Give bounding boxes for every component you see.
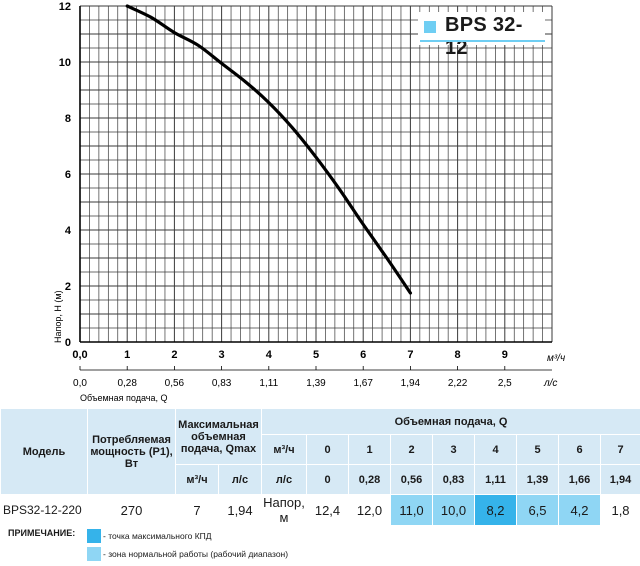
max-efficiency-note: - точка максимального КПД xyxy=(103,531,212,541)
x-axis-label: Объемная подача, Q xyxy=(80,393,167,403)
head-label-cell: Напор, м xyxy=(261,494,307,526)
flow-ls-cell: 0,56 xyxy=(390,464,433,495)
y-axis-label: Напор, Н (м) xyxy=(53,290,63,343)
x-tick-label: 5 xyxy=(313,349,319,361)
y-tick-label: 10 xyxy=(59,57,71,69)
flow-ls-cell: 0,83 xyxy=(432,464,475,495)
normal-zone-note: - зона нормальной работы (рабочий диапаз… xyxy=(103,549,289,559)
x-axis-unit-ls: л/с xyxy=(543,378,557,389)
flow-m3h-cell: 5 xyxy=(516,434,559,465)
model-cell: BPS32-12-220 xyxy=(0,494,88,526)
head-cell-max-efficiency: 8,2 xyxy=(474,494,517,526)
chart-title-box: BPS 32-12 xyxy=(418,12,545,59)
flow-ls-cell: 1,66 xyxy=(558,464,601,495)
x-tick-label: 3 xyxy=(219,349,225,361)
x-ls-tick-label: 0,83 xyxy=(212,378,232,389)
qmax-unit-m3h: м³/ч xyxy=(175,464,219,495)
x-tick-label: 7 xyxy=(407,349,413,361)
max-efficiency-swatch xyxy=(87,529,101,543)
flow-ls-cell: 1,39 xyxy=(516,464,559,495)
y-tick-label: 6 xyxy=(65,169,71,181)
x-ls-tick-label: 0,56 xyxy=(165,378,185,389)
head-cell-normal-zone: 11,0 xyxy=(390,494,433,526)
x-tick-label: 0,0 xyxy=(72,349,87,361)
y-tick-label: 0 xyxy=(65,337,71,349)
head-cell: 12,4 xyxy=(306,494,349,526)
qmax-m3h-cell: 7 xyxy=(175,494,219,526)
spec-table: Модель Потребляемая мощность (P1), Вт Ма… xyxy=(0,408,640,526)
head-cell-normal-zone: 4,2 xyxy=(558,494,601,526)
x-tick-label: 1 xyxy=(124,349,130,361)
x-axis-unit-m3h: м³/ч xyxy=(547,353,565,364)
header-model: Модель xyxy=(0,408,88,495)
flow-ls-cell: 1,94 xyxy=(599,464,640,495)
x-ls-tick-label: 1,11 xyxy=(259,378,278,389)
y-ticks: 0 2 4 6 8 10 12 xyxy=(59,1,72,349)
pump-head-curve xyxy=(125,4,412,295)
y-tick-label: 12 xyxy=(59,1,71,13)
y-tick-label: 8 xyxy=(65,113,71,125)
normal-zone-swatch xyxy=(87,547,101,561)
flow-m3h-cell: 0 xyxy=(306,434,349,465)
x-ticks-ls: 0,0 0,28 0,56 0,83 1,11 1,39 1,67 1,94 2,22 2,5 xyxy=(73,366,512,389)
x-ls-tick-label: 1,67 xyxy=(353,378,373,389)
title-underline xyxy=(420,40,545,42)
flow-m3h-cell: 1 xyxy=(348,434,391,465)
x-tick-label: 2 xyxy=(171,349,177,361)
qmax-unit-ls: л/с xyxy=(218,464,262,495)
head-cell: 1,8 xyxy=(599,494,640,526)
chart-title: BPS 32-12 xyxy=(445,14,523,59)
x-ticks-m3h: 0,0 1 2 3 4 5 6 7 8 9 xyxy=(72,349,508,361)
header-unit-ls: л/с xyxy=(261,464,307,495)
header-unit-m3h: м³/ч xyxy=(261,434,307,465)
x-tick-label: 6 xyxy=(360,349,366,361)
header-qmax: Максимальная объемная подача, Qmax xyxy=(175,408,262,465)
x-tick-label: 8 xyxy=(455,349,461,361)
x-ls-tick-label: 1,94 xyxy=(401,378,421,389)
x-ls-tick-label: 1,39 xyxy=(306,378,326,389)
x-ls-tick-label: 0,0 xyxy=(73,378,87,389)
header-power: Потребляемая мощность (P1), Вт xyxy=(87,408,176,495)
x-ls-tick-label: 2,5 xyxy=(498,378,512,389)
y-tick-label: 4 xyxy=(65,225,72,237)
head-cell-normal-zone: 10,0 xyxy=(432,494,475,526)
flow-m3h-cell: 3 xyxy=(432,434,475,465)
title-marker xyxy=(424,21,436,33)
notes-section: ПРИМЕЧАНИЕ: - точка максимального КПД - … xyxy=(0,520,640,566)
header-flow: Объемная подача, Q xyxy=(260,408,640,435)
flow-m3h-cell: 4 xyxy=(474,434,517,465)
power-cell: 270 xyxy=(87,494,176,526)
head-cell: 12,0 xyxy=(348,494,391,526)
flow-m3h-cell: 2 xyxy=(390,434,433,465)
flow-ls-cell: 0,28 xyxy=(348,464,391,495)
x-tick-label: 9 xyxy=(502,349,508,361)
x-ls-tick-label: 0,28 xyxy=(117,378,137,389)
flow-ls-cell: 0 xyxy=(306,464,349,495)
notes-label: ПРИМЕЧАНИЕ: xyxy=(8,528,76,538)
x-tick-label: 4 xyxy=(266,349,273,361)
y-tick-label: 2 xyxy=(65,281,71,293)
qmax-ls-cell: 1,94 xyxy=(218,494,262,526)
flow-m3h-cell: 7 xyxy=(599,434,640,465)
flow-ls-cell: 1,11 xyxy=(474,464,517,495)
flow-m3h-cell: 6 xyxy=(558,434,601,465)
x-ls-tick-label: 2,22 xyxy=(448,378,468,389)
chart-grid xyxy=(79,5,553,343)
pump-curve-chart: 0,0 1 2 3 4 5 6 7 8 9 0,0 0,28 0,56 0,83 1,11 1,39 1,67… xyxy=(53,1,565,403)
